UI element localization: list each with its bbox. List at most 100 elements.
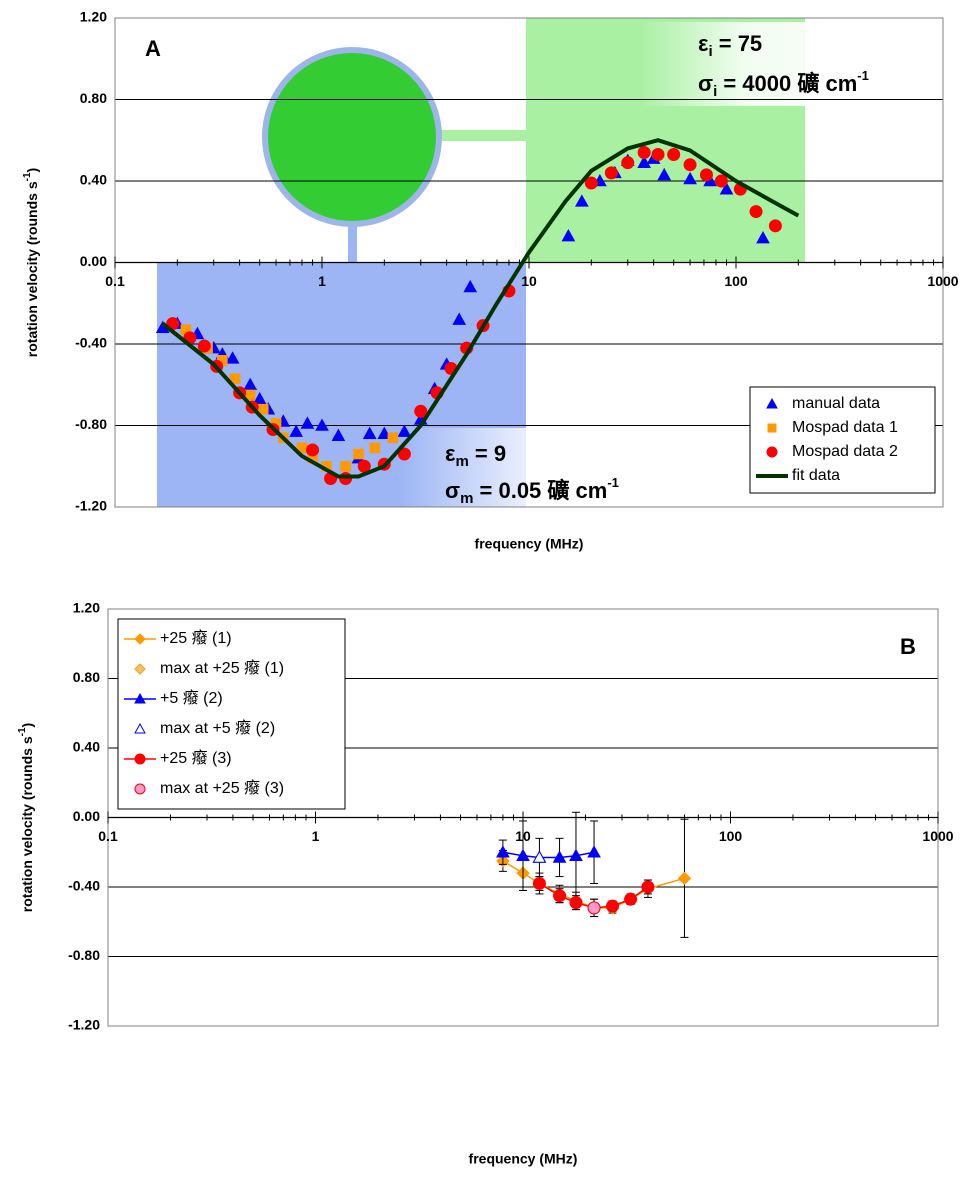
marker (452, 312, 467, 325)
x-tick-label: 100 (719, 828, 743, 844)
fit-line (161, 138, 800, 479)
marker (766, 397, 778, 409)
label-backdrop (400, 428, 720, 510)
marker (306, 443, 320, 457)
marker (134, 722, 146, 734)
annotation-symbol: σ (698, 71, 713, 96)
marker (683, 158, 697, 172)
marker (624, 892, 638, 906)
connector (348, 222, 357, 262)
marker (463, 279, 478, 293)
annotation-text: = 75 (713, 31, 763, 56)
y-tick-label: 0.00 (73, 808, 100, 824)
marker (699, 168, 713, 182)
marker (134, 663, 146, 675)
x-tick-label: 1000 (927, 273, 958, 289)
annotation: εm = 9 (445, 441, 506, 470)
annotation-sup: -1 (857, 68, 869, 83)
annotation: σm = 0.05 礦 cm-1 (445, 475, 619, 507)
cell-illustration (262, 47, 442, 227)
marker (387, 432, 399, 444)
y-tick-label: 0.80 (80, 90, 107, 106)
legend-label: +5 癈 (2) (160, 689, 223, 707)
marker (767, 423, 777, 433)
marker (225, 351, 240, 364)
marker (569, 848, 583, 862)
marker (197, 339, 211, 353)
legend-label: max at +25 癈 (3) (160, 779, 284, 797)
y-axis-title-text: rotation velocity (rounds s (24, 181, 40, 357)
marker (683, 171, 697, 185)
y-tick-label: 0.00 (80, 253, 107, 269)
marker (667, 148, 681, 162)
marker (587, 845, 601, 858)
legend-label: Mospad data 2 (792, 443, 898, 460)
marker (766, 446, 778, 458)
y-axis-title: rotation velocity (rounds s-1) (22, 168, 40, 357)
annotation-text: = 4000 礦 cm (717, 71, 857, 96)
annotation-sub: i (713, 83, 717, 100)
marker (574, 194, 589, 207)
marker (289, 424, 303, 437)
y-tick-label: -0.40 (75, 335, 107, 351)
marker (369, 442, 381, 454)
x-tick-label: 100 (724, 273, 748, 289)
y-tick-label: -0.40 (68, 878, 100, 894)
marker (637, 145, 651, 159)
legend-label: max at +5 癈 (2) (160, 719, 275, 737)
annotation-sub: i (708, 43, 712, 60)
panel-label: A (145, 36, 161, 61)
marker (651, 148, 665, 162)
y-tick-label: -1.20 (75, 498, 107, 514)
panel-label: B (900, 634, 916, 659)
marker (604, 166, 618, 180)
marker (339, 471, 353, 485)
y-axis-title-text: rotation velocity (rounds s (19, 736, 35, 912)
x-tick-label: 1 (312, 828, 320, 844)
x-tick-label: 1000 (922, 828, 953, 844)
annotation: εi = 75 (698, 31, 762, 60)
y-axis-title-sup: -1 (17, 727, 28, 736)
marker (621, 156, 635, 170)
x-tick-label: 0.1 (105, 273, 125, 289)
marker (569, 896, 583, 910)
x-tick-label: 0.1 (98, 828, 118, 844)
marker (229, 373, 241, 384)
y-tick-label: 1.20 (73, 600, 100, 616)
marker (496, 845, 510, 858)
y-axis-title-end: ) (24, 168, 40, 173)
marker (134, 753, 146, 765)
marker (637, 155, 652, 168)
marker (134, 783, 146, 795)
marker (768, 219, 782, 233)
connector (440, 130, 526, 141)
annotation-symbol: ε (445, 441, 456, 466)
marker (362, 426, 377, 439)
marker (331, 428, 346, 441)
legend-label: max at +25 癈 (1) (160, 659, 284, 677)
marker (553, 889, 567, 903)
marker (252, 391, 267, 405)
marker (677, 871, 692, 886)
marker (756, 231, 770, 244)
marker (243, 377, 258, 391)
y-tick-label: 0.40 (80, 172, 107, 188)
annotation-symbol: ε (698, 31, 709, 56)
y-tick-label: 1.20 (80, 9, 107, 25)
marker (561, 228, 576, 242)
y-tick-label: 0.40 (73, 739, 100, 755)
marker (532, 850, 547, 863)
marker (134, 633, 146, 645)
marker (300, 416, 315, 429)
marker (397, 447, 411, 461)
marker (552, 850, 567, 863)
x-tick-label: 10 (521, 273, 537, 289)
annotation-symbol: σ (445, 478, 460, 503)
marker (377, 426, 392, 439)
x-axis-title: frequency (MHz) (475, 536, 584, 552)
legend-label: Mospad data 1 (792, 419, 898, 436)
y-tick-label: 0.80 (73, 669, 100, 685)
annotation-text: = 0.05 礦 cm (473, 478, 607, 503)
annotation-sup: -1 (607, 475, 619, 490)
